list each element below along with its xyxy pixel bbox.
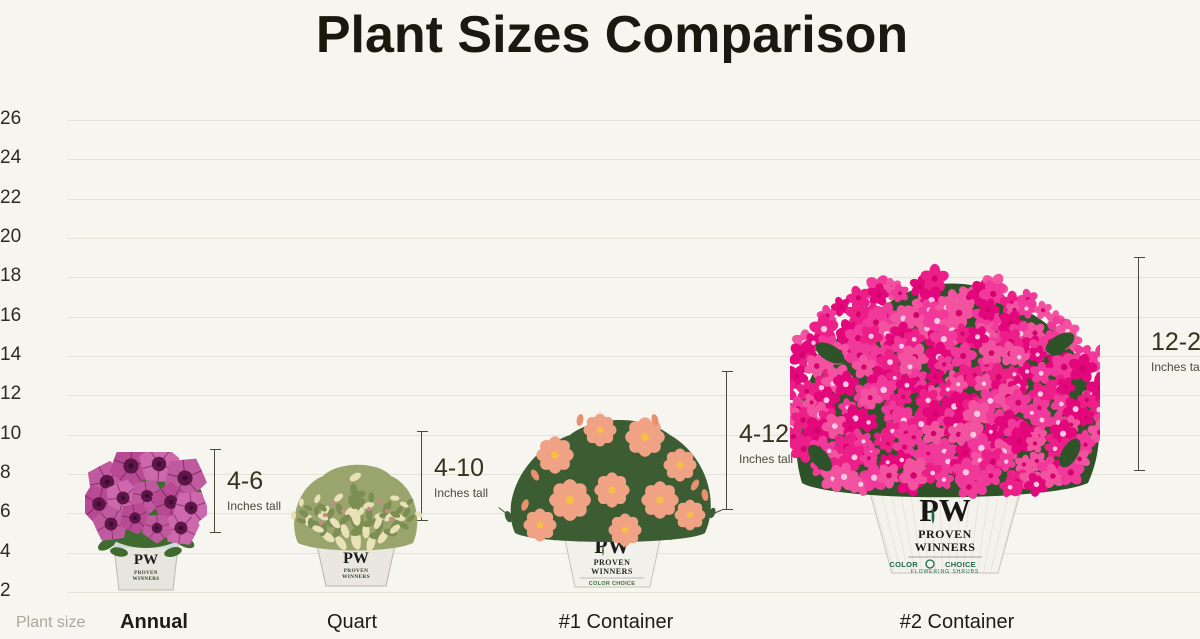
svg-text:PROVEN: PROVEN (594, 558, 631, 567)
svg-text:WINNERS: WINNERS (915, 540, 976, 554)
svg-text:WINNERS: WINNERS (342, 574, 370, 580)
svg-text:PW: PW (919, 492, 971, 528)
svg-text:PW: PW (343, 550, 369, 567)
svg-text:WINNERS: WINNERS (133, 576, 160, 582)
svg-text:CHOICE: CHOICE (945, 560, 976, 569)
svg-text:FLOWERING SHRUBS: FLOWERING SHRUBS (911, 569, 980, 575)
svg-text:COLOR: COLOR (889, 560, 918, 569)
svg-text:WINNERS: WINNERS (591, 567, 633, 576)
svg-text:PROVEN: PROVEN (918, 527, 972, 541)
svg-text:PW: PW (134, 552, 158, 568)
svg-text:COLOR CHOICE: COLOR CHOICE (589, 581, 635, 587)
